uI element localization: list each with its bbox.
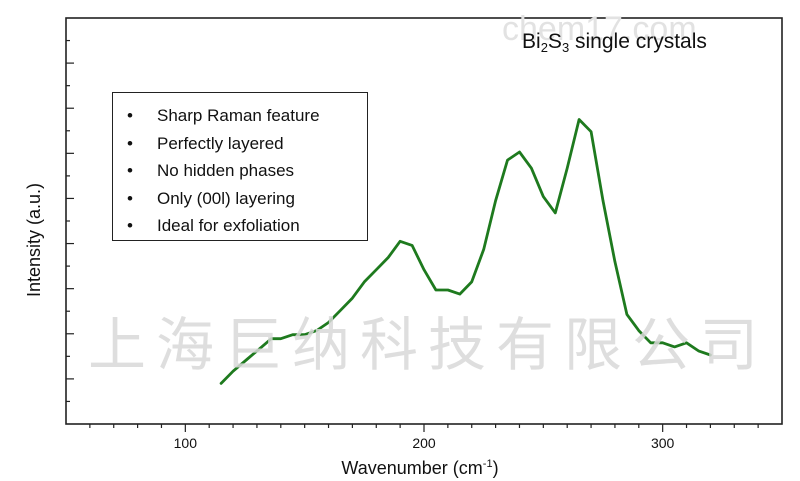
feature-list-box: • Sharp Raman feature • Perfectly layered … <box>112 92 368 241</box>
y-axis-label: Intensity (a.u.) <box>24 183 44 297</box>
title-bi: Bi <box>522 30 541 53</box>
feature-label: Only (00l) layering <box>157 188 295 208</box>
x-axis-label: Wavenumber (cm-1) <box>341 458 498 478</box>
x-axis-label-main: Wavenumber (cm <box>341 458 482 478</box>
x-axis-ticks: 100 200 300 <box>89 424 759 451</box>
x-axis-label-sup: -1 <box>483 458 493 470</box>
bullet: • <box>127 188 133 208</box>
feature-item: • Sharp Raman feature <box>127 102 367 130</box>
title-sub-2: 2 <box>540 40 548 55</box>
x-tick-label: 100 <box>174 435 198 451</box>
watermark-text: 上海巨纳科技有限公司 <box>88 311 769 379</box>
feature-label: Perfectly layered <box>157 133 284 153</box>
feature-item: • Only (00l) layering <box>127 185 367 213</box>
bullet: • <box>127 216 133 235</box>
feature-label: Ideal for exfoliation <box>157 216 300 235</box>
y-axis-ticks <box>66 39 74 403</box>
x-tick-label: 300 <box>651 435 675 451</box>
feature-item: • Ideal for exfoliation <box>127 212 367 240</box>
chart-title: Bi2S3 single crystals <box>522 30 707 55</box>
x-axis-label-close: ) <box>493 458 499 478</box>
feature-label: No hidden phases <box>157 161 295 180</box>
raman-spectrum-line <box>219 118 712 385</box>
feature-label: Sharp Raman feature <box>157 106 320 125</box>
x-tick-label: 200 <box>412 435 436 451</box>
title-sub-3: 3 <box>561 40 570 55</box>
bullet: • <box>127 161 133 180</box>
feature-item: • No hidden phases <box>127 157 367 185</box>
watermark-latin: chem17.com <box>502 10 697 48</box>
feature-item: • Perfectly layered <box>127 130 367 158</box>
bullet: • <box>127 106 133 125</box>
series-group <box>219 118 712 385</box>
bullet: • <box>127 133 133 153</box>
title-rest: single crystals <box>569 30 707 53</box>
title-s: S <box>547 30 562 53</box>
